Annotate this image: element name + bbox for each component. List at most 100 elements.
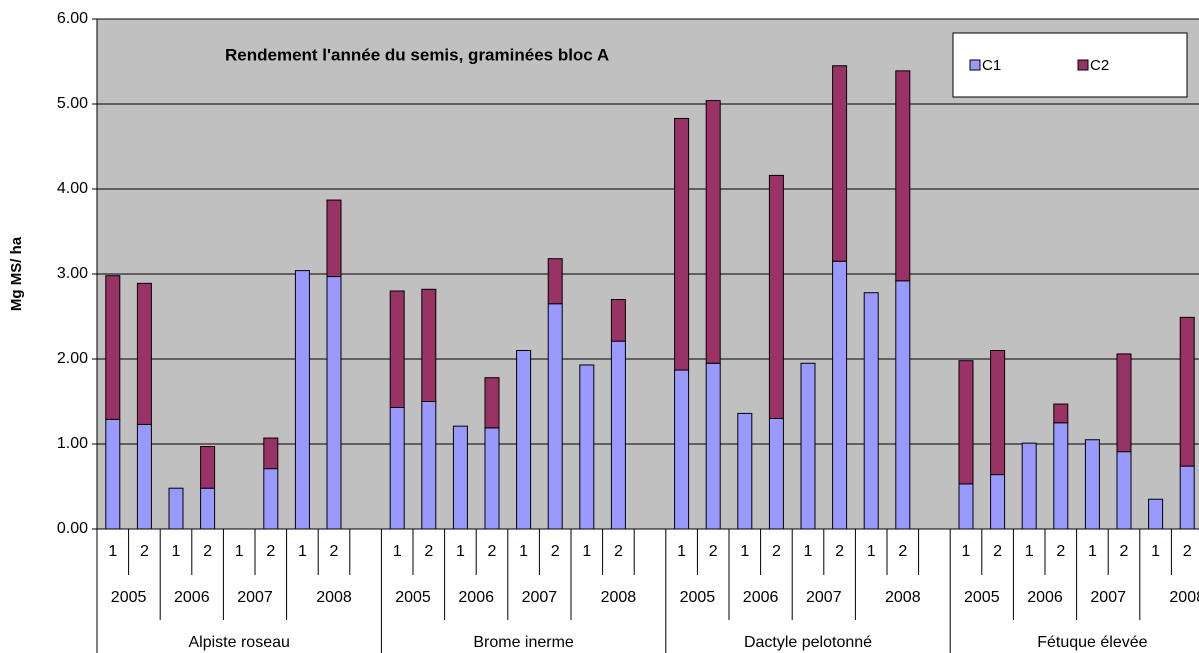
bar (1148, 498, 1164, 530)
bar (136, 423, 152, 530)
year-label: 2007 (1090, 589, 1126, 606)
bar (832, 65, 848, 262)
bar (326, 276, 342, 530)
x-tick-label: 1 (867, 543, 876, 560)
x-tick-label: 1 (456, 543, 465, 560)
x-tick-label: 1 (1025, 543, 1034, 560)
bar (484, 377, 500, 429)
year-label: 2005 (964, 589, 1000, 606)
x-tick-label: 1 (582, 543, 591, 560)
bar (705, 362, 721, 530)
x-tick-label: 1 (298, 543, 307, 560)
y-tick-label: 3.00 (57, 265, 88, 282)
year-label: 2008 (601, 589, 637, 606)
chart-body: 0.00 1.00 2.00 3.00 4.00 5.00 6.00 Mg MS/ ha Ren… (8, 10, 1199, 653)
bar (200, 487, 216, 530)
bar (990, 350, 1006, 476)
x-tick-label: 1 (519, 543, 528, 560)
bar (547, 303, 563, 530)
bar (516, 350, 532, 530)
x-tick-label: 2 (424, 543, 433, 560)
x-tick-label: 1 (108, 543, 117, 560)
year-label: 2005 (111, 589, 147, 606)
x-tick-label: 1 (1088, 543, 1097, 560)
bar (958, 360, 974, 485)
x-tick-label: 1 (740, 543, 749, 560)
bar (610, 299, 626, 342)
year-label: 2007 (806, 589, 842, 606)
bar (484, 427, 500, 530)
bar (1116, 353, 1132, 453)
y-tick-label: 6.00 (57, 10, 88, 27)
x-tick-label: 1 (172, 543, 181, 560)
year-label: 2006 (458, 589, 494, 606)
group-label: Brome inerme (473, 634, 574, 651)
bar (1021, 442, 1037, 530)
bar (421, 288, 437, 402)
bar (421, 401, 437, 530)
year-label: 2008 (316, 589, 352, 606)
bar (768, 174, 784, 419)
bar (168, 487, 184, 530)
year-label: 2005 (395, 589, 431, 606)
year-label: 2006 (1027, 589, 1063, 606)
x-tick-label: 2 (614, 543, 623, 560)
y-tick-label: 0.00 (57, 520, 88, 537)
bar (136, 282, 152, 425)
x-tick-label: 1 (962, 543, 971, 560)
x-tick-label: 2 (1120, 543, 1129, 560)
bar (1053, 403, 1069, 424)
legend-swatch (1077, 59, 1089, 71)
year-label: 2006 (174, 589, 210, 606)
x-tick-label: 2 (140, 543, 149, 560)
x-tick-label: 1 (804, 543, 813, 560)
x-tick-label: 2 (551, 543, 560, 560)
legend-label: C2 (1090, 57, 1109, 74)
bar (579, 364, 595, 530)
legend-box (952, 32, 1188, 98)
bar (737, 412, 753, 530)
year-label: 2008 (885, 589, 921, 606)
bar (1179, 316, 1195, 467)
x-tick-label: 1 (235, 543, 244, 560)
x-tick-label: 2 (488, 543, 497, 560)
bar (895, 280, 911, 530)
bar (895, 70, 911, 282)
y-tick-label: 1.00 (57, 435, 88, 452)
year-label: 2007 (522, 589, 558, 606)
x-tick-label: 1 (677, 543, 686, 560)
bar (452, 425, 468, 530)
y-tick-label: 4.00 (57, 180, 88, 197)
bar (832, 260, 848, 530)
bar (263, 437, 279, 470)
x-tick-label: 2 (330, 543, 339, 560)
bar (674, 117, 690, 371)
bar (1116, 451, 1132, 530)
bar (958, 483, 974, 530)
bar (105, 275, 121, 420)
bar (990, 474, 1006, 530)
bar (705, 100, 721, 364)
x-tick-label: 2 (266, 543, 275, 560)
bar (674, 369, 690, 530)
x-tick-label: 2 (203, 543, 212, 560)
group-label: Alpiste roseau (189, 634, 290, 651)
x-tick-label: 2 (709, 543, 718, 560)
year-label: 2005 (680, 589, 716, 606)
bar (326, 199, 342, 278)
x-tick-label: 2 (993, 543, 1002, 560)
bar (1053, 422, 1069, 530)
year-label: 2007 (237, 589, 273, 606)
x-tick-label: 2 (772, 543, 781, 560)
legend-label: C1 (982, 57, 1001, 74)
bar (800, 362, 816, 530)
group-label: Fétuque élevée (1037, 634, 1147, 651)
bar (263, 468, 279, 530)
x-tick-label: 1 (1151, 543, 1160, 560)
x-tick-label: 2 (835, 543, 844, 560)
bar (768, 418, 784, 530)
bar (294, 270, 310, 530)
bar (547, 258, 563, 305)
y-tick-label: 5.00 (57, 95, 88, 112)
